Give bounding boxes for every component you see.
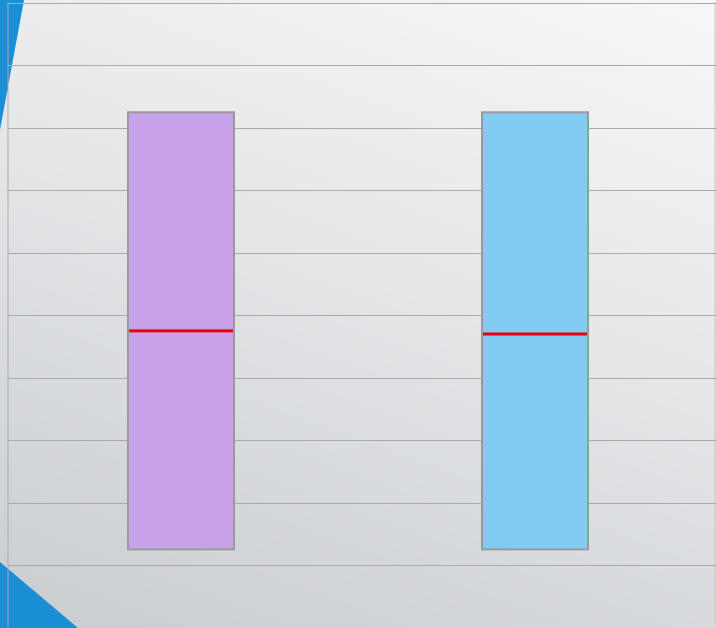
decorative-corner-bottom-left	[0, 562, 78, 628]
box-2	[481, 111, 589, 551]
boxes	[127, 111, 589, 551]
gridlines	[8, 3, 716, 566]
